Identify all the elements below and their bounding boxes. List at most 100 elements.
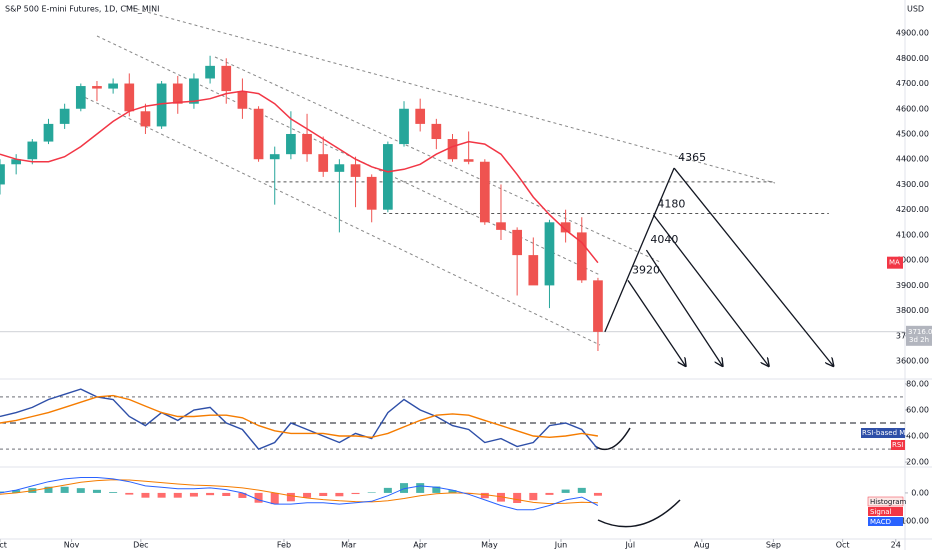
candle-body (75, 86, 86, 109)
x-tick-label: Mar (341, 541, 357, 550)
legend-label: RSI (892, 441, 903, 449)
candle-body (463, 159, 474, 162)
candle-body (431, 123, 442, 140)
histogram-bar (189, 492, 198, 497)
candle-body (221, 65, 232, 92)
candle-body (27, 141, 38, 160)
x-tick-label: May (481, 541, 498, 550)
candle-body (124, 83, 135, 112)
candle-body (447, 139, 458, 160)
candle-body (269, 154, 280, 160)
histogram-bar (270, 492, 279, 505)
projection-arrow (652, 214, 768, 366)
x-tick-label: Oct (0, 541, 7, 550)
histogram-bar (529, 492, 538, 501)
y-tick-label: 80.00 (906, 379, 929, 388)
x-tick-label: Apr (413, 541, 428, 550)
candle-body (59, 108, 70, 124)
histogram-bar (448, 490, 457, 493)
indicator-line (0, 479, 598, 505)
candle-body (205, 65, 215, 79)
channel-line (79, 94, 601, 346)
y-tick-label: 20.00 (906, 458, 929, 467)
y-tick-label: 60.00 (906, 405, 929, 414)
legend-badge (868, 507, 903, 516)
candle-body (366, 176, 377, 210)
histogram-bar (173, 492, 182, 498)
legend-badge (867, 496, 904, 507)
histogram-bar (400, 483, 409, 493)
indicator-line (0, 394, 599, 439)
candle-body (544, 222, 555, 286)
candle-body (576, 232, 587, 281)
x-tick-label: Nov (64, 541, 80, 550)
histogram-bar (125, 492, 134, 495)
candle-body (0, 164, 5, 185)
histogram-bar (577, 487, 586, 493)
histogram-bar (60, 486, 69, 493)
candle-body (383, 144, 393, 210)
x-tick-label: Jun (554, 541, 568, 550)
legend-label: MACD (870, 518, 891, 526)
projection-up-line (604, 167, 675, 333)
histogram-bar (92, 489, 101, 493)
y-tick-label: 3600.00 (896, 357, 929, 366)
histogram-bar (335, 492, 344, 497)
histogram-bar (222, 492, 231, 496)
candle-body (108, 83, 118, 89)
candle-body (496, 222, 506, 230)
y-tick-label: 4000.00 (896, 256, 929, 265)
histogram-bar (303, 492, 312, 498)
candle-body (253, 108, 264, 160)
channel-line (124, 5, 776, 184)
y-tick-label: 40.00 (906, 432, 929, 441)
y-tick-label: 3800.00 (896, 306, 929, 315)
candle-body (318, 154, 329, 172)
histogram-bar (416, 483, 425, 493)
chart-title: S&P 500 E-mini Futures, 1D, CME_MINI (5, 5, 160, 14)
x-tick-label: Feb (277, 541, 291, 550)
projection-arrow (673, 167, 833, 366)
y-tick-label: 4400.00 (896, 155, 929, 164)
ma-badge-label: MA (889, 259, 900, 267)
candle-body (172, 83, 183, 104)
projection-label: 4365 (678, 151, 706, 164)
y-tick-label: 4800.00 (896, 54, 929, 63)
histogram-bar (351, 492, 360, 495)
projection-label: 4040 (650, 233, 678, 246)
histogram-bar (545, 492, 554, 495)
x-tick-label: Sep (766, 541, 781, 550)
y-tick-label: 4500.00 (896, 129, 929, 138)
legend-badge (868, 517, 903, 526)
countdown-label: 3d 2h (909, 336, 929, 344)
candle-body (399, 108, 409, 145)
histogram-bar (109, 492, 118, 493)
legend-label: Histogram (870, 498, 906, 506)
rsi-curve-drawing (594, 427, 631, 451)
y-tick-label: 4200.00 (896, 205, 929, 214)
indicator-line (0, 477, 599, 511)
histogram-bar (513, 492, 522, 503)
projection-label: 4180 (657, 198, 685, 211)
last-price-badge (906, 325, 932, 346)
currency-label: USD (907, 5, 924, 14)
candle-body (512, 229, 522, 256)
y-tick-label: -100.00 (898, 516, 929, 525)
histogram-bar (44, 486, 53, 493)
histogram-bar (76, 488, 85, 493)
histogram-bar (480, 492, 489, 499)
histogram-bar (286, 492, 295, 502)
histogram-bar (141, 492, 150, 498)
candle-body (334, 164, 345, 172)
candle-body (415, 108, 426, 124)
y-tick-label: 4100.00 (896, 230, 929, 239)
histogram-bar (254, 492, 263, 503)
legend-badge (861, 428, 905, 438)
histogram-bar (319, 492, 328, 496)
x-tick-label: Oct (836, 541, 850, 550)
candle-body (479, 161, 490, 223)
histogram-bar (432, 486, 441, 493)
